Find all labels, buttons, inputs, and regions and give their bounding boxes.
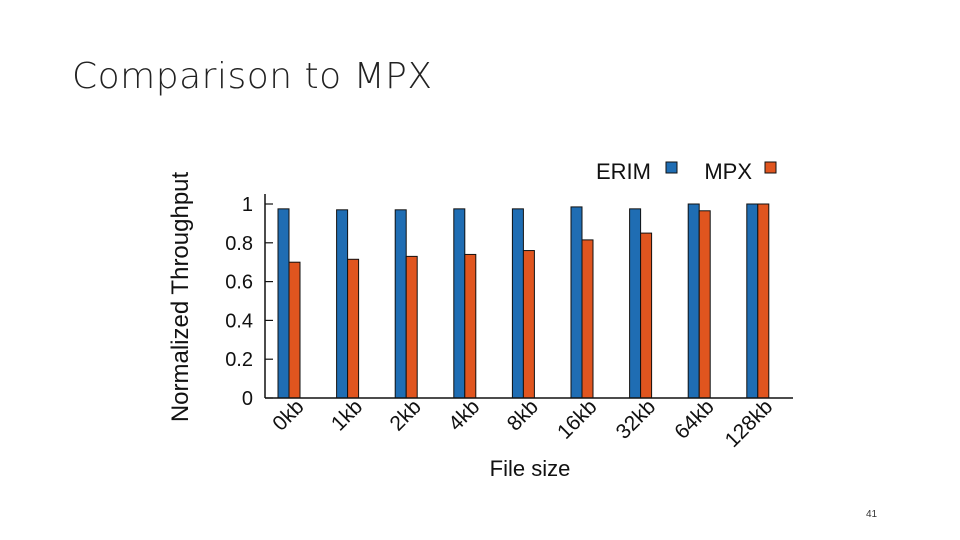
x-tick-label: 64kb bbox=[670, 395, 718, 443]
x-tick-label: 2kb bbox=[386, 395, 426, 435]
bar-mpx-0kb bbox=[288, 261, 301, 399]
bar-erim-4kb bbox=[453, 208, 466, 399]
x-tick-label: 8kb bbox=[503, 395, 543, 435]
legend-label-erim: ERIM bbox=[596, 159, 651, 184]
y-tick-label: 0.8 bbox=[225, 233, 253, 255]
bar-mpx-8kb bbox=[522, 250, 535, 399]
bar-mpx-16kb bbox=[581, 239, 594, 399]
x-tick-label: 128kb bbox=[721, 395, 778, 452]
bars bbox=[277, 203, 770, 399]
y-tick-label: 0.4 bbox=[225, 310, 253, 332]
bar-erim-16kb bbox=[570, 206, 583, 399]
legend: ERIM MPX bbox=[596, 159, 777, 184]
axes bbox=[264, 194, 793, 399]
x-tick-label: 4kb bbox=[444, 395, 484, 435]
x-axis-label: File size bbox=[490, 456, 571, 481]
bar-mpx-32kb bbox=[640, 232, 653, 399]
x-tick-label: 16kb bbox=[553, 395, 601, 443]
y-ticks: 0 0.2 0.4 0.6 0.8 1 bbox=[225, 194, 273, 410]
x-tick-label: 0kb bbox=[268, 395, 308, 435]
x-tick-label: 1kb bbox=[327, 395, 367, 435]
bar-mpx-2kb bbox=[405, 255, 418, 399]
x-tick-label: 32kb bbox=[612, 395, 660, 443]
bar-erim-32kb bbox=[629, 208, 642, 399]
bar-erim-0kb bbox=[277, 208, 290, 399]
bar-mpx-64kb bbox=[698, 210, 711, 399]
legend-swatch-mpx bbox=[764, 161, 777, 174]
slide-title: Comparison to MPX bbox=[72, 56, 433, 97]
y-tick-label: 1 bbox=[242, 194, 253, 216]
bar-erim-2kb bbox=[394, 209, 407, 399]
bar-erim-8kb bbox=[511, 208, 524, 399]
bar-mpx-4kb bbox=[464, 253, 477, 399]
bar-mpx-128kb bbox=[757, 203, 770, 399]
y-axis-label: Normalized Throughput bbox=[167, 171, 194, 422]
x-ticks: 0kb 1kb 2kb 4kb 8kb 16kb 32kb 64kb 128kb bbox=[268, 395, 777, 452]
y-tick-label: 0.2 bbox=[225, 349, 253, 371]
legend-label-mpx: MPX bbox=[704, 159, 752, 184]
y-tick-label: 0.6 bbox=[225, 272, 253, 294]
legend-swatch-erim bbox=[665, 161, 678, 174]
bar-erim-64kb bbox=[687, 203, 700, 399]
bar-mpx-1kb bbox=[347, 258, 360, 399]
page-number: 41 bbox=[866, 509, 878, 520]
bar-erim-128kb bbox=[746, 203, 759, 399]
y-tick-label: 0 bbox=[242, 388, 253, 410]
bar-erim-1kb bbox=[336, 209, 349, 399]
